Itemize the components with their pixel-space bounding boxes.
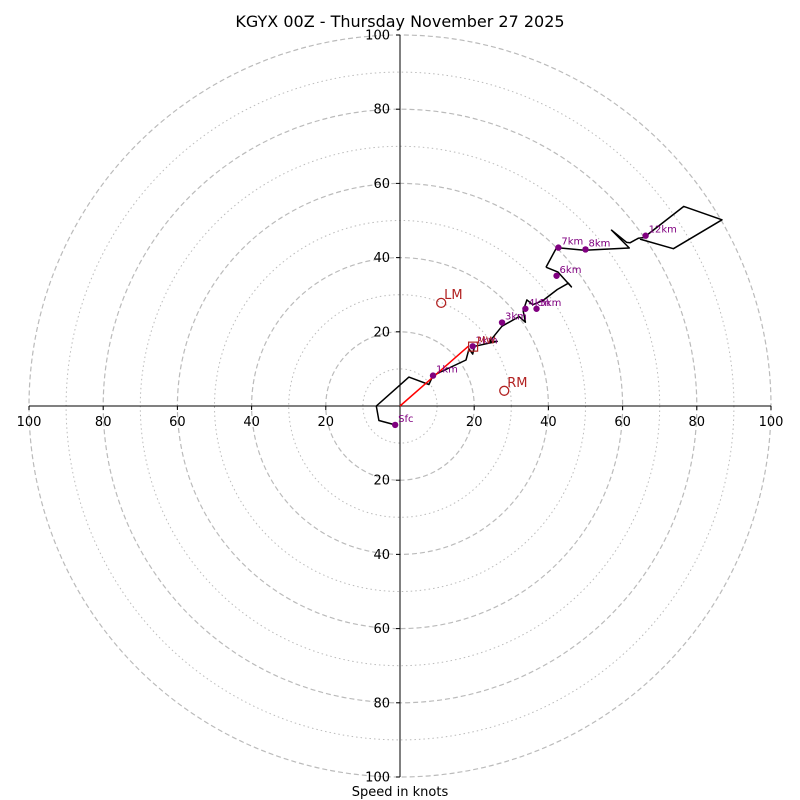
height-point-label: 5km [540,298,562,309]
y-tick-label: 40 [373,251,390,266]
height-point-marker [391,421,399,429]
height-point-marker [553,272,560,279]
height-point-label: 4km [528,298,550,309]
y-tick-label: 80 [373,103,390,118]
tick-labels: 100 80 60 40 20 20 40 60 80 100 20 40 60 80 100 20 40 60 8… [17,29,784,786]
x-axis-label: Speed in knots [352,785,449,800]
x-tick-label: 40 [243,415,260,430]
height-point-label: 2km [476,335,498,346]
x-tick-label: 20 [318,415,335,430]
mean-wind-marker [467,341,479,352]
height-point-label: 8km [589,238,611,249]
x-tick-label: 40 [540,415,557,430]
height-point-marker [429,372,437,379]
x-tick-label: 100 [17,415,42,430]
y-tick-label: 100 [365,771,390,786]
x-tick-label: 80 [689,415,706,430]
x-tick-label: 20 [466,415,483,430]
height-point-label: 12km [649,225,677,236]
height-point-label: Sfc [398,414,413,425]
height-point-marker [498,319,506,326]
storm-motion-label: RM [507,376,527,391]
y-tick-label: 40 [373,548,390,563]
x-tick-label: 80 [95,415,112,430]
height-point-marker [469,343,476,350]
storm-motion-label: LM [444,288,462,303]
y-tick-label: 60 [373,177,390,192]
height-point-label: 6km [560,265,582,276]
storm-motion-marker [499,385,510,396]
x-tick-label: 60 [614,415,631,430]
height-point-marker [533,305,540,312]
height-point-label: 7km [561,237,583,248]
y-tick-label: 100 [365,29,390,44]
height-point-marker [522,305,529,312]
storm-motion-layer: LM RM MW [436,288,528,396]
y-tick-label: 60 [373,622,390,637]
y-tick-label: 80 [373,696,390,711]
x-tick-label: 60 [169,415,186,430]
y-tick-label: 20 [373,474,390,489]
height-point-label: 3km [505,312,527,323]
chart-title: KGYX 00Z - Thursday November 27 2025 [235,12,564,31]
hodograph-trace-layer [375,205,723,426]
x-tick-label: 100 [759,415,784,430]
mean-wind-label: MW [477,336,496,347]
hodograph-trace [375,205,723,426]
height-point-marker [555,244,562,251]
y-tick-label: 20 [373,325,390,340]
height-point-label: 1km [436,365,458,376]
height-point-marker [642,232,649,239]
storm-motion-marker [436,297,447,309]
height-point-marker [582,246,589,253]
